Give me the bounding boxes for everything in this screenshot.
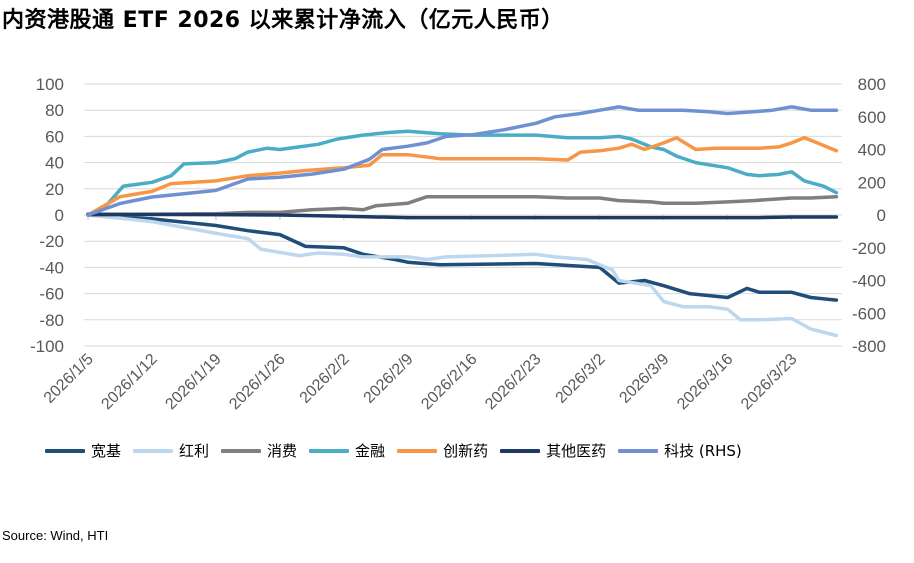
- y-left-tick-label: 40: [45, 154, 64, 173]
- x-tick-label: 2026/1/12: [98, 351, 160, 413]
- y-right-tick-label: 800: [858, 75, 886, 94]
- legend: 宽基 红利 消费 金融 创新药 其他医药 科技 (RHS): [45, 440, 754, 461]
- y-left-tick-label: 100: [36, 75, 64, 94]
- legend-item-4: 创新药: [397, 440, 488, 461]
- y-right-tick-label: 0: [877, 206, 886, 225]
- series-line-1: [86, 213, 839, 338]
- x-tick-label: 2026/1/26: [226, 351, 288, 413]
- y-left-tick-label: -40: [39, 258, 64, 277]
- legend-label: 科技 (RHS): [664, 442, 742, 460]
- x-tick-label: 2026/3/23: [738, 351, 800, 413]
- series-line-6: [86, 105, 839, 217]
- legend-item-5: 其他医药: [500, 440, 606, 461]
- legend-item-6: 科技 (RHS): [618, 440, 742, 461]
- legend-item-0: 宽基: [45, 440, 121, 461]
- legend-swatch: [133, 448, 174, 453]
- series-line-5: [86, 212, 839, 220]
- y-right-tick-label: -400: [852, 272, 886, 291]
- x-tick-label: 2026/2/16: [418, 351, 480, 413]
- y-left-tick-label: 60: [45, 127, 64, 146]
- legend-swatch: [397, 448, 438, 453]
- x-tick-label: 2026/1/19: [162, 351, 224, 413]
- legend-swatch: [500, 448, 541, 453]
- legend-label: 金融: [355, 442, 386, 460]
- y-right-tick-label: 400: [858, 141, 886, 160]
- legend-label: 其他医药: [546, 442, 607, 460]
- legend-swatch: [309, 448, 350, 453]
- y-right-tick-label: 600: [858, 108, 886, 127]
- legend-item-1: 红利: [133, 440, 209, 461]
- y-left-tick-label: -100: [30, 337, 64, 356]
- x-axis: 2026/1/5 2026/1/12 2026/1/19 2026/1/26 2026/…: [41, 215, 801, 413]
- y-right-tick-label: -800: [852, 337, 886, 356]
- series-line-4: [86, 135, 839, 217]
- x-tick-label: 2026/3/16: [674, 351, 736, 413]
- x-tick-label: 2026/2/9: [361, 351, 417, 407]
- source-note: Source: Wind, HTI: [2, 528, 109, 543]
- series-lines: [86, 105, 839, 338]
- legend-label: 红利: [179, 442, 210, 460]
- legend-label: 宽基: [91, 442, 122, 460]
- legend-swatch: [221, 448, 262, 453]
- legend-swatch: [618, 448, 659, 453]
- legend-item-2: 消费: [221, 440, 297, 461]
- y-left-tick-label: -60: [39, 285, 64, 304]
- x-tick-label: 2026/1/5: [41, 351, 97, 407]
- legend-label: 消费: [267, 442, 298, 460]
- x-tick-label: 2026/3/9: [616, 351, 672, 407]
- y-right-tick-label: -200: [852, 239, 886, 258]
- x-tick-label: 2026/3/2: [552, 351, 608, 407]
- series-line-2: [86, 194, 839, 217]
- y-left-tick-label: 0: [55, 206, 64, 225]
- y-left-tick-label: -20: [39, 232, 64, 251]
- y-left-tick-label: 80: [45, 101, 64, 120]
- y-right-tick-label: -600: [852, 304, 886, 323]
- chart-title: 内资港股通 ETF 2026 以来累计净流入（亿元人民币）: [2, 8, 564, 33]
- y-left-tick-label: -80: [39, 311, 64, 330]
- x-tick-label: 2026/2/23: [482, 351, 544, 413]
- y-axis-right: 800 600 400 200 0 -200 -400 -600 -800: [852, 75, 886, 356]
- y-right-tick-label: 200: [858, 173, 886, 192]
- y-axis-left: 100 80 60 40 20 0 -20 -40 -60 -80 -100: [30, 75, 64, 356]
- legend-swatch: [45, 448, 85, 453]
- legend-item-3: 金融: [309, 440, 385, 461]
- legend-label: 创新药: [443, 442, 489, 460]
- y-left-tick-label: 20: [45, 180, 64, 199]
- x-tick-label: 2026/2/2: [297, 351, 353, 407]
- series-line-0: [86, 213, 839, 302]
